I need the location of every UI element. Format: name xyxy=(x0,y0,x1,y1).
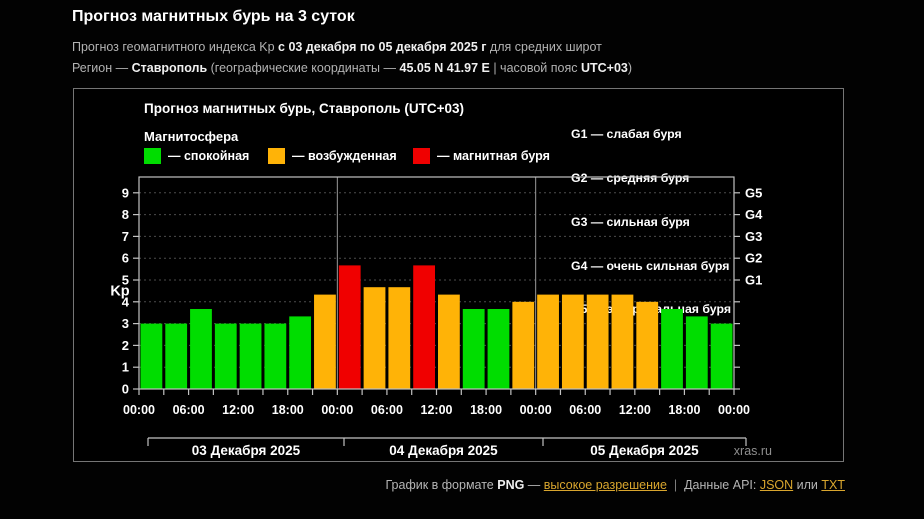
svg-text:12:00: 12:00 xyxy=(222,403,254,417)
svg-text:G3: G3 xyxy=(745,229,762,244)
high-res-link[interactable]: высокое разрешение xyxy=(543,478,667,492)
svg-text:G5: G5 xyxy=(745,185,762,200)
json-link[interactable]: JSON xyxy=(759,478,794,492)
svg-text:00:00: 00:00 xyxy=(321,403,353,417)
svg-text:G2: G2 xyxy=(745,251,762,266)
svg-text:8: 8 xyxy=(122,207,129,222)
svg-text:18:00: 18:00 xyxy=(272,403,304,417)
footer-separator: | xyxy=(666,478,685,492)
svg-text:06:00: 06:00 xyxy=(569,403,601,417)
legend-label-excited: — возбужденная xyxy=(292,149,397,163)
or-label: или xyxy=(793,478,822,492)
svg-text:00:00: 00:00 xyxy=(123,403,155,417)
svg-text:5: 5 xyxy=(122,273,129,288)
svg-text:18:00: 18:00 xyxy=(470,403,502,417)
svg-text:9: 9 xyxy=(122,185,129,200)
svg-text:G1: G1 xyxy=(745,273,762,288)
timezone-value: UTC+03 xyxy=(580,61,628,75)
g-scale-legend: G1 — слабая буря G2 — средняя буря G3 — … xyxy=(571,98,731,346)
coords-value: 45.05 N 41.97 E xyxy=(399,61,490,75)
paren-close: ) xyxy=(627,61,633,75)
timezone-label: | часовой пояс xyxy=(489,61,581,75)
region-label: Регион — xyxy=(72,61,132,75)
desc-text: Прогноз геомагнитного индекса Kp xyxy=(72,40,279,54)
region-name: Ставрополь xyxy=(131,61,208,75)
chart-title: Прогноз магнитных бурь, Ставрополь (UTC+… xyxy=(144,101,464,116)
png-label: PNG xyxy=(497,478,525,492)
legend-item-storm: — магнитная буря xyxy=(413,148,550,164)
region-line: Регион — Ставрополь (географические коор… xyxy=(72,61,632,75)
svg-text:18:00: 18:00 xyxy=(668,403,700,417)
chart-panel: Прогноз магнитных бурь, Ставрополь (UTC+… xyxy=(73,88,844,462)
format-label: График в формате xyxy=(385,478,498,492)
svg-text:06:00: 06:00 xyxy=(173,403,205,417)
api-label: Данные API: xyxy=(684,478,760,492)
quiet-color-swatch xyxy=(144,148,161,164)
txt-link[interactable]: TXT xyxy=(821,478,845,492)
latitude-note: для средних широт xyxy=(486,40,602,54)
svg-text:05 Декабря 2025: 05 Декабря 2025 xyxy=(590,443,699,458)
legend-label-quiet: — спокойная xyxy=(168,149,250,163)
svg-text:12:00: 12:00 xyxy=(619,403,651,417)
svg-text:00:00: 00:00 xyxy=(520,403,552,417)
legend-item-quiet: — спокойная xyxy=(144,148,249,164)
legend-title: Магнитосфера xyxy=(144,129,239,144)
svg-text:12:00: 12:00 xyxy=(421,403,453,417)
svg-text:7: 7 xyxy=(122,229,129,244)
svg-text:G4: G4 xyxy=(745,207,763,222)
svg-text:03 Декабря 2025: 03 Декабря 2025 xyxy=(192,443,301,458)
svg-text:00:00: 00:00 xyxy=(718,403,750,417)
svg-text:4: 4 xyxy=(122,294,130,309)
footer: График в формате PNG — высокое разрешени… xyxy=(385,478,845,492)
date-range: с 03 декабря по 05 декабря 2025 г xyxy=(278,40,487,54)
svg-text:1: 1 xyxy=(122,360,129,375)
g-scale-item-g2: G2 — средняя буря xyxy=(571,170,690,185)
svg-text:Kp: Kp xyxy=(110,283,129,299)
svg-text:2: 2 xyxy=(122,338,129,353)
kp-bar-chart: 0 1 2 3 4 5 6 7 8 9 G1 G2 G3 G4 G5 Kp 00:00 06:00 12:00 18:… xyxy=(110,176,772,458)
svg-text:04 Декабря 2025: 04 Декабря 2025 xyxy=(389,443,498,458)
page-title: Прогноз магнитных бурь на 3 суток xyxy=(72,8,355,25)
g-scale-item-g3: G3 — сильная буря xyxy=(571,214,690,229)
svg-text:3: 3 xyxy=(122,316,129,331)
g-scale-item-g4: G4 — очень сильная буря xyxy=(571,258,730,273)
g-scale-item-g1: G1 — слабая буря xyxy=(571,127,682,142)
svg-text:xras.ru: xras.ru xyxy=(734,444,772,458)
coords-label: (географические координаты — xyxy=(207,61,400,75)
storm-color-swatch xyxy=(413,148,430,164)
svg-text:06:00: 06:00 xyxy=(371,403,403,417)
forecast-description-line: Прогноз геомагнитного индекса Kp с 03 де… xyxy=(72,40,602,54)
svg-text:0: 0 xyxy=(122,382,129,397)
dash: — xyxy=(524,478,544,492)
legend-item-excited: — возбужденная xyxy=(268,148,397,164)
svg-text:6: 6 xyxy=(122,251,129,266)
legend-label-storm: — магнитная буря xyxy=(437,149,550,163)
excited-color-swatch xyxy=(268,148,285,164)
